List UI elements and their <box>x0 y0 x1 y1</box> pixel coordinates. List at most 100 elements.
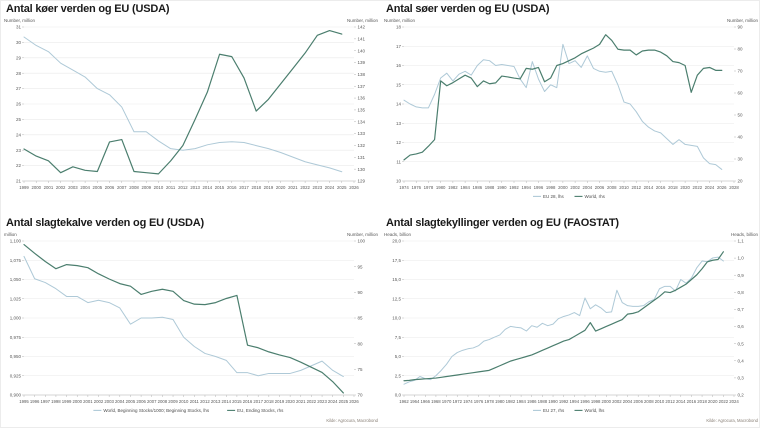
svg-text:29: 29 <box>16 55 22 60</box>
svg-text:2022: 2022 <box>693 185 703 190</box>
svg-text:1999: 1999 <box>62 399 72 404</box>
svg-text:0,7: 0,7 <box>738 307 745 312</box>
svg-text:0,5: 0,5 <box>738 341 745 346</box>
svg-text:1992: 1992 <box>509 185 519 190</box>
svg-text:Number, million: Number, million <box>347 18 379 23</box>
svg-text:2000: 2000 <box>72 399 82 404</box>
svg-text:2007: 2007 <box>117 185 127 190</box>
svg-text:142: 142 <box>358 25 366 30</box>
svg-text:1,050: 1,050 <box>10 277 22 282</box>
svg-text:2010: 2010 <box>154 185 164 190</box>
svg-text:129: 129 <box>358 179 366 184</box>
svg-text:World, lhs: World, lhs <box>585 408 606 413</box>
svg-text:1,100: 1,100 <box>10 239 22 244</box>
svg-text:50: 50 <box>738 113 744 118</box>
svg-text:0,975: 0,975 <box>10 335 22 340</box>
svg-text:20,0: 20,0 <box>392 239 401 244</box>
svg-text:2012: 2012 <box>631 185 641 190</box>
svg-text:2014: 2014 <box>644 185 654 190</box>
svg-text:2002: 2002 <box>612 399 622 404</box>
svg-text:2020: 2020 <box>680 185 690 190</box>
chart-panel-slaughter-chickens: Antal slagtekyllinger verden og EU (FAOS… <box>381 215 759 427</box>
chart-title-cows: Antal køer verden og EU (USDA) <box>6 3 170 15</box>
cows-chart-canvas: 31 30 29 28 27 26 25 24 23 22 21 142 141 140 139 138 137… <box>4 18 379 190</box>
svg-text:2016: 2016 <box>687 399 697 404</box>
svg-text:2006: 2006 <box>633 399 643 404</box>
svg-text:141: 141 <box>358 36 366 41</box>
svg-text:1,000: 1,000 <box>10 316 22 321</box>
svg-text:EU 27, rhs: EU 27, rhs <box>543 408 565 413</box>
svg-text:10: 10 <box>396 179 402 184</box>
svg-text:1964: 1964 <box>410 399 420 404</box>
svg-text:2026: 2026 <box>349 185 359 190</box>
svg-text:2021: 2021 <box>296 399 306 404</box>
svg-text:2011: 2011 <box>190 399 200 404</box>
svg-text:2015: 2015 <box>232 399 242 404</box>
svg-text:2004: 2004 <box>583 185 593 190</box>
svg-text:1990: 1990 <box>497 185 507 190</box>
svg-text:2004: 2004 <box>623 399 633 404</box>
svg-text:15: 15 <box>396 82 402 87</box>
svg-text:EU, Ending Stocks, rhs: EU, Ending Stocks, rhs <box>237 408 284 413</box>
svg-text:135: 135 <box>358 108 366 113</box>
svg-text:EU 28, lhs: EU 28, lhs <box>543 194 565 199</box>
svg-text:Kilde: Agrocura, Macrobond: Kilde: Agrocura, Macrobond <box>706 418 758 423</box>
svg-text:Kilde: Agrocura, Macrobond: Kilde: Agrocura, Macrobond <box>326 418 378 423</box>
svg-text:2026: 2026 <box>349 399 359 404</box>
svg-text:2014: 2014 <box>221 399 231 404</box>
svg-text:1998: 1998 <box>51 399 61 404</box>
svg-text:85: 85 <box>358 316 364 321</box>
svg-text:2020: 2020 <box>285 399 295 404</box>
svg-text:1,025: 1,025 <box>10 296 22 301</box>
svg-text:2016: 2016 <box>656 185 666 190</box>
chart-panel-slaughter-calves: Antal slagtekalve verden og EU (USDA) 1,… <box>1 215 381 427</box>
svg-text:Number, million: Number, million <box>727 18 759 23</box>
svg-text:1984: 1984 <box>516 399 526 404</box>
svg-text:1994: 1994 <box>570 399 580 404</box>
svg-text:13: 13 <box>396 121 402 126</box>
svg-text:1996: 1996 <box>534 185 544 190</box>
svg-text:137: 137 <box>358 84 366 89</box>
svg-text:1995: 1995 <box>19 399 29 404</box>
svg-text:Number, million: Number, million <box>4 18 36 23</box>
svg-text:1978: 1978 <box>484 399 494 404</box>
svg-text:2025: 2025 <box>339 399 349 404</box>
svg-text:0,900: 0,900 <box>10 393 22 398</box>
svg-text:0,4: 0,4 <box>738 358 745 363</box>
svg-text:90: 90 <box>738 25 744 30</box>
svg-text:1980: 1980 <box>436 185 446 190</box>
svg-text:2014: 2014 <box>676 399 686 404</box>
svg-text:1997: 1997 <box>41 399 51 404</box>
svg-text:80: 80 <box>738 47 744 52</box>
svg-text:2021: 2021 <box>288 185 298 190</box>
svg-text:1998: 1998 <box>546 185 556 190</box>
svg-text:12: 12 <box>396 140 402 145</box>
svg-text:2020: 2020 <box>276 185 286 190</box>
svg-text:2024: 2024 <box>328 399 338 404</box>
svg-text:1982: 1982 <box>506 399 516 404</box>
svg-text:2002: 2002 <box>56 185 66 190</box>
svg-text:2,5: 2,5 <box>395 373 402 378</box>
svg-text:million: million <box>4 232 17 237</box>
svg-text:2000: 2000 <box>31 185 41 190</box>
slaughter-calves-chart-canvas: 1,100 1,075 1,050 1,025 1,000 0,975 0,950 0,925… <box>4 232 379 423</box>
svg-text:2018: 2018 <box>264 399 274 404</box>
svg-text:23: 23 <box>16 148 22 153</box>
svg-text:1982: 1982 <box>448 185 458 190</box>
svg-text:80: 80 <box>358 341 364 346</box>
svg-text:2014: 2014 <box>203 185 213 190</box>
svg-text:1986: 1986 <box>473 185 483 190</box>
svg-text:132: 132 <box>358 143 366 148</box>
svg-text:11: 11 <box>396 159 401 164</box>
svg-text:90: 90 <box>358 290 364 295</box>
svg-text:31: 31 <box>16 25 22 30</box>
svg-text:2008: 2008 <box>158 399 168 404</box>
svg-text:0,6: 0,6 <box>738 324 745 329</box>
svg-text:2022: 2022 <box>307 399 317 404</box>
svg-text:2002: 2002 <box>570 185 580 190</box>
svg-text:1996: 1996 <box>30 399 40 404</box>
svg-text:139: 139 <box>358 60 366 65</box>
svg-text:130: 130 <box>358 167 366 172</box>
